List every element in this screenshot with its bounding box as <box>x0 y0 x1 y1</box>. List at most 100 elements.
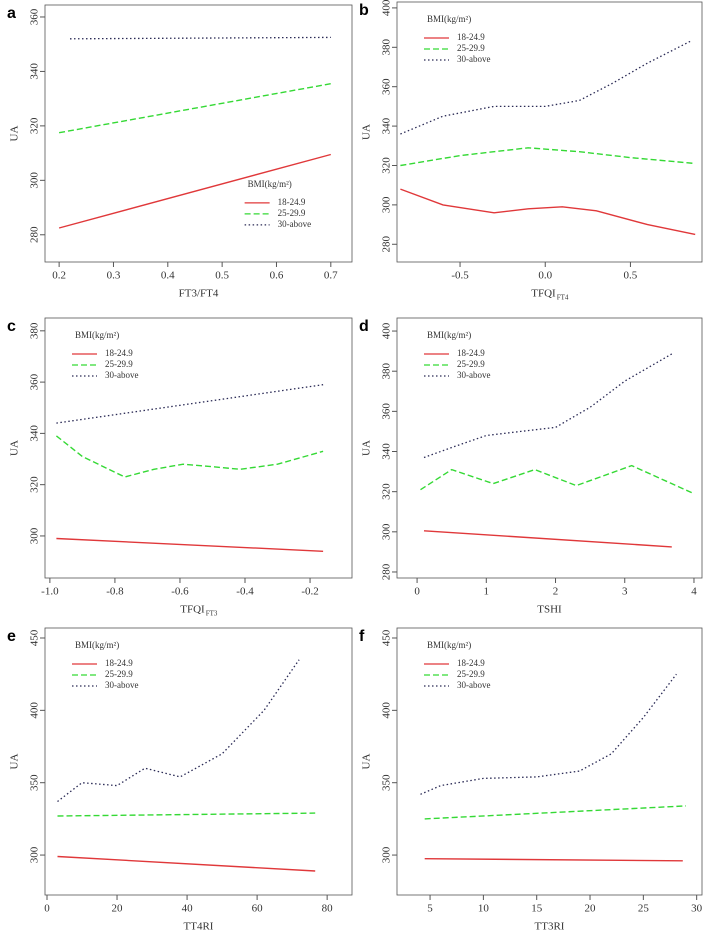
legend-label: 25-29.9 <box>105 359 133 369</box>
y-tick-label: 340 <box>29 63 41 80</box>
x-tick-label: 2 <box>553 586 559 598</box>
y-tick-label: 320 <box>381 157 393 174</box>
x-axis-label: TT4RI <box>184 921 214 933</box>
x-tick-label: 0.5 <box>215 270 229 282</box>
legend-label: 25-29.9 <box>457 359 485 369</box>
panel-letter: e <box>7 628 16 645</box>
y-tick-label: 360 <box>381 403 393 420</box>
x-axis-label: TSHI <box>537 604 562 616</box>
legend-title: BMI(kg/m²) <box>427 640 471 650</box>
series-line <box>57 855 316 872</box>
series-line <box>400 40 691 135</box>
series-line <box>56 537 324 552</box>
y-tick-label: 400 <box>381 702 393 719</box>
legend-title: BMI(kg/m²) <box>427 330 471 340</box>
series-line <box>55 435 324 478</box>
plot-frame <box>396 1 703 263</box>
panel-letter: a <box>7 5 16 22</box>
x-tick-label: 10 <box>478 903 490 915</box>
series-line <box>423 530 672 548</box>
legend-label: 30-above <box>105 680 139 690</box>
plot-frame <box>44 4 353 263</box>
y-tick-label: 360 <box>29 8 41 25</box>
y-tick-label: 380 <box>381 362 393 379</box>
y-tick-label: 360 <box>29 373 41 390</box>
legend-title: BMI(kg/m²) <box>75 330 119 340</box>
y-tick-label: 350 <box>381 774 393 791</box>
legend-label: 30-above <box>457 680 491 690</box>
x-tick-label: 0.7 <box>324 270 338 282</box>
legend-label: 30-above <box>457 370 491 380</box>
legend-title: BMI(kg/m²) <box>75 640 119 650</box>
x-axis-label: TFQI <box>180 604 205 616</box>
legend-label: 25-29.9 <box>105 669 133 679</box>
series-line <box>58 153 331 229</box>
x-tick-label: -0.4 <box>236 586 254 598</box>
y-tick-label: 380 <box>381 39 393 56</box>
x-tick-label: 20 <box>112 903 124 915</box>
x-tick-label: 0 <box>44 903 50 915</box>
x-tick-label: 0.4 <box>161 270 175 282</box>
y-tick-label: 360 <box>381 78 393 95</box>
y-tick-label: 450 <box>381 629 393 646</box>
y-axis-label: UA <box>361 124 373 140</box>
legend-label: 30-above <box>105 370 139 380</box>
legend-label: 18-24.9 <box>457 348 485 358</box>
y-axis-label: UA <box>9 754 21 770</box>
panel-letter: f <box>359 628 365 645</box>
series-line <box>424 858 683 862</box>
legend-label: 18-24.9 <box>105 658 133 668</box>
legend-label: 25-29.9 <box>278 208 306 218</box>
x-axis-label: TFQI <box>531 288 556 300</box>
x-axis-label: FT3/FT4 <box>179 288 219 300</box>
x-tick-label: 0 <box>414 586 420 598</box>
y-tick-label: 280 <box>29 226 41 243</box>
series-line <box>400 147 696 167</box>
x-tick-label: -0.5 <box>451 270 469 282</box>
y-tick-label: 300 <box>381 846 393 863</box>
y-tick-label: 400 <box>381 322 393 339</box>
legend-label: 30-above <box>278 219 312 229</box>
plot-frame <box>44 317 353 579</box>
x-tick-label: 20 <box>585 903 597 915</box>
legend-label: 25-29.9 <box>457 669 485 679</box>
panel-letter: b <box>359 2 369 19</box>
y-tick-label: 300 <box>29 846 41 863</box>
panel-letter: d <box>359 318 369 335</box>
legend-label: 30-above <box>457 54 491 64</box>
x-tick-label: 15 <box>531 903 543 915</box>
series-line <box>58 83 331 134</box>
x-tick-label: -0.8 <box>106 586 124 598</box>
x-axis-label-sub: FT3 <box>206 610 218 618</box>
legend-label: 25-29.9 <box>457 43 485 53</box>
x-tick-label: 0.6 <box>270 270 284 282</box>
series-line <box>69 36 331 40</box>
series-line <box>56 384 324 424</box>
y-tick-label: 350 <box>29 774 41 791</box>
y-axis-label: UA <box>361 754 373 770</box>
x-tick-label: 5 <box>427 903 433 915</box>
x-tick-label: 0.2 <box>52 270 66 282</box>
x-tick-label: -1.0 <box>41 586 59 598</box>
legend-label: 18-24.9 <box>457 32 485 42</box>
legend-label: 18-24.9 <box>457 658 485 668</box>
plot-frame <box>396 627 703 896</box>
x-tick-label: 3 <box>622 586 628 598</box>
x-tick-label: 30 <box>691 903 703 915</box>
series-line <box>420 464 695 495</box>
y-tick-label: 400 <box>29 702 41 719</box>
y-tick-label: 340 <box>381 117 393 134</box>
legend-title: BMI(kg/m²) <box>248 179 292 189</box>
x-tick-label: 60 <box>252 903 264 915</box>
y-axis-label: UA <box>9 126 21 142</box>
y-tick-label: 450 <box>29 629 41 646</box>
plot-frame <box>396 317 703 579</box>
x-tick-label: 1 <box>484 586 490 598</box>
y-tick-label: 300 <box>381 196 393 213</box>
x-tick-label: 0.3 <box>107 270 121 282</box>
y-tick-label: 320 <box>381 483 393 500</box>
y-tick-label: 300 <box>381 523 393 540</box>
series-line <box>57 659 300 803</box>
y-tick-label: 280 <box>381 563 393 580</box>
